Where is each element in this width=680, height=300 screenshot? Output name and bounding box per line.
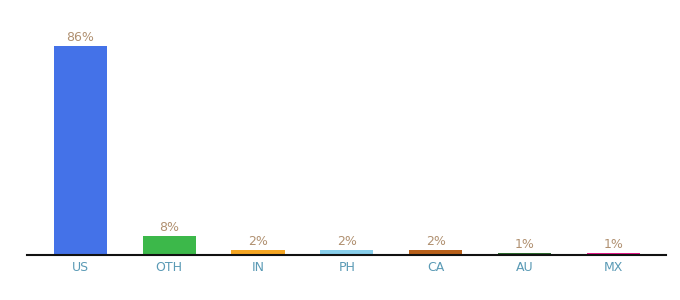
Bar [320, 250, 373, 255]
Bar [409, 250, 462, 255]
Text: 86%: 86% [67, 31, 95, 44]
Bar [586, 253, 640, 255]
Bar [498, 253, 551, 255]
Text: 2%: 2% [248, 236, 268, 248]
Bar [54, 46, 107, 255]
Text: 1%: 1% [603, 238, 623, 251]
Text: 1%: 1% [514, 238, 534, 251]
Bar [143, 236, 196, 255]
Text: 8%: 8% [159, 221, 180, 234]
Text: 2%: 2% [337, 236, 357, 248]
Bar [231, 250, 285, 255]
Text: 2%: 2% [426, 236, 445, 248]
